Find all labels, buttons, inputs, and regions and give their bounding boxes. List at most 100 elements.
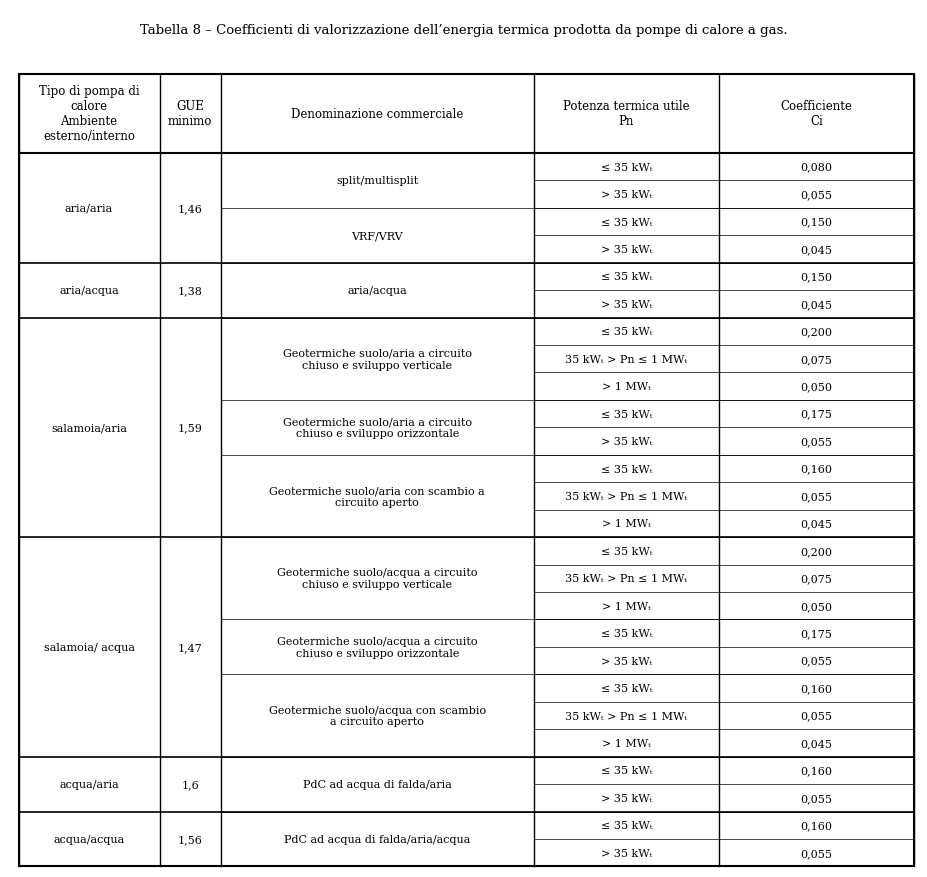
Text: ≤ 35 kWₜ: ≤ 35 kWₜ [600,683,652,694]
Text: 0,150: 0,150 [800,217,832,227]
Bar [221,318,533,401]
Text: 0,045: 0,045 [800,519,832,529]
Text: Geotermiche suolo/acqua a circuito
chiuso e sviluppo verticale: Geotermiche suolo/acqua a circuito chius… [276,567,477,589]
Text: 0,055: 0,055 [800,848,832,858]
Text: > 35 kWₜ: > 35 kWₜ [600,848,652,858]
Text: 35 kWₜ > Pn ≤ 1 MWₜ: 35 kWₜ > Pn ≤ 1 MWₜ [565,491,687,502]
Bar [159,153,221,263]
Text: salamoia/ acqua: salamoia/ acqua [44,642,134,652]
Text: Geotermiche suolo/acqua a circuito
chiuso e sviluppo orizzontale: Geotermiche suolo/acqua a circuito chius… [276,637,477,658]
Text: > 1 MWₜ: > 1 MWₜ [602,738,650,748]
Text: 0,160: 0,160 [800,464,832,474]
Text: Denominazione commerciale: Denominazione commerciale [291,108,463,121]
Text: 1,56: 1,56 [178,834,202,844]
Bar [19,153,159,263]
Text: 0,175: 0,175 [800,410,832,419]
Text: 35 kWₜ > Pn ≤ 1 MWₜ: 35 kWₜ > Pn ≤ 1 MWₜ [565,710,687,721]
Text: 0,160: 0,160 [800,820,832,831]
Text: > 1 MWₜ: > 1 MWₜ [602,601,650,611]
Text: salamoia/aria: salamoia/aria [51,423,127,433]
Text: ≤ 35 kWₜ: ≤ 35 kWₜ [600,272,652,282]
Text: 0,160: 0,160 [800,683,832,694]
Text: 0,160: 0,160 [800,766,832,775]
Text: Geotermiche suolo/aria con scambio a
circuito aperto: Geotermiche suolo/aria con scambio a cir… [269,486,485,507]
Bar [221,263,533,318]
Text: > 35 kWₜ: > 35 kWₜ [600,437,652,446]
Text: 0,055: 0,055 [800,656,832,666]
Bar [221,620,533,674]
Text: 0,050: 0,050 [800,381,832,392]
Text: Tabella 8 – Coefficienti di valorizzazione dell’energia termica prodotta da pomp: Tabella 8 – Coefficienti di valorizzazio… [140,25,787,37]
Text: Potenza termica utile
Pn: Potenza termica utile Pn [563,100,689,128]
Bar [159,538,221,757]
Text: 0,055: 0,055 [800,189,832,200]
Text: 0,055: 0,055 [800,491,832,502]
Bar [159,263,221,318]
Text: PdC ad acqua di falda/aria/acqua: PdC ad acqua di falda/aria/acqua [284,834,470,844]
Text: 1,47: 1,47 [178,642,202,652]
Text: ≤ 35 kWₜ: ≤ 35 kWₜ [600,327,652,337]
Text: 0,200: 0,200 [800,327,832,337]
Bar [19,757,159,811]
Text: ≤ 35 kWₜ: ≤ 35 kWₜ [600,217,652,227]
Bar [19,263,159,318]
Text: > 1 MWₜ: > 1 MWₜ [602,381,650,392]
Text: 0,045: 0,045 [800,300,832,310]
Text: 0,075: 0,075 [800,354,832,364]
Text: 0,075: 0,075 [800,574,832,583]
Text: Coefficiente
Ci: Coefficiente Ci [780,100,852,128]
Text: 1,6: 1,6 [181,780,199,789]
Text: 0,055: 0,055 [800,710,832,721]
Text: Geotermiche suolo/acqua con scambio
a circuito aperto: Geotermiche suolo/acqua con scambio a ci… [269,705,485,726]
Bar [221,757,533,811]
Text: 0,055: 0,055 [800,437,832,446]
Text: Tipo di pompa di
calore
Ambiente
esterno/interno: Tipo di pompa di calore Ambiente esterno… [39,85,139,143]
Text: Geotermiche suolo/aria a circuito
chiuso e sviluppo orizzontale: Geotermiche suolo/aria a circuito chiuso… [283,417,471,438]
Bar [221,153,533,209]
Text: ≤ 35 kWₜ: ≤ 35 kWₜ [600,464,652,474]
Text: aria/acqua: aria/acqua [347,286,407,296]
Text: > 35 kWₜ: > 35 kWₜ [600,300,652,310]
Text: > 35 kWₜ: > 35 kWₜ [600,189,652,200]
Text: 0,200: 0,200 [800,546,832,556]
Text: 0,045: 0,045 [800,245,832,254]
Text: 1,59: 1,59 [178,423,202,433]
Text: 0,045: 0,045 [800,738,832,748]
Text: ≤ 35 kWₜ: ≤ 35 kWₜ [600,629,652,638]
Text: ≤ 35 kWₜ: ≤ 35 kWₜ [600,820,652,831]
Text: > 35 kWₜ: > 35 kWₜ [600,793,652,803]
Bar [159,318,221,538]
Text: 35 kWₜ > Pn ≤ 1 MWₜ: 35 kWₜ > Pn ≤ 1 MWₜ [565,354,687,364]
Bar [221,811,533,866]
Text: acqua/acqua: acqua/acqua [54,834,124,844]
Bar [221,674,533,757]
Text: > 1 MWₜ: > 1 MWₜ [602,519,650,529]
Text: GUE
minimo: GUE minimo [168,100,212,128]
Text: 1,38: 1,38 [178,286,202,296]
Text: > 35 kWₜ: > 35 kWₜ [600,656,652,666]
Text: 0,150: 0,150 [800,272,832,282]
Text: aria/acqua: aria/acqua [59,286,119,296]
Text: acqua/aria: acqua/aria [59,780,119,789]
Bar [221,401,533,455]
Bar [221,209,533,263]
Bar [19,538,159,757]
Bar [19,811,159,866]
Text: > 35 kWₜ: > 35 kWₜ [600,245,652,254]
Bar [19,318,159,538]
Text: ≤ 35 kWₜ: ≤ 35 kWₜ [600,410,652,419]
Text: ≤ 35 kWₜ: ≤ 35 kWₜ [600,162,652,173]
Text: Geotermiche suolo/aria a circuito
chiuso e sviluppo verticale: Geotermiche suolo/aria a circuito chiuso… [283,348,471,370]
Text: split/multisplit: split/multisplit [336,176,418,186]
Text: 0,080: 0,080 [800,162,832,173]
Bar [159,757,221,811]
Text: ≤ 35 kWₜ: ≤ 35 kWₜ [600,766,652,775]
Bar [221,538,533,620]
Bar [159,811,221,866]
Text: ≤ 35 kWₜ: ≤ 35 kWₜ [600,546,652,556]
Text: 1,46: 1,46 [178,203,202,214]
Bar [221,455,533,538]
Text: PdC ad acqua di falda/aria: PdC ad acqua di falda/aria [302,780,451,789]
Text: 0,050: 0,050 [800,601,832,611]
Text: VRF/VRV: VRF/VRV [351,231,402,241]
